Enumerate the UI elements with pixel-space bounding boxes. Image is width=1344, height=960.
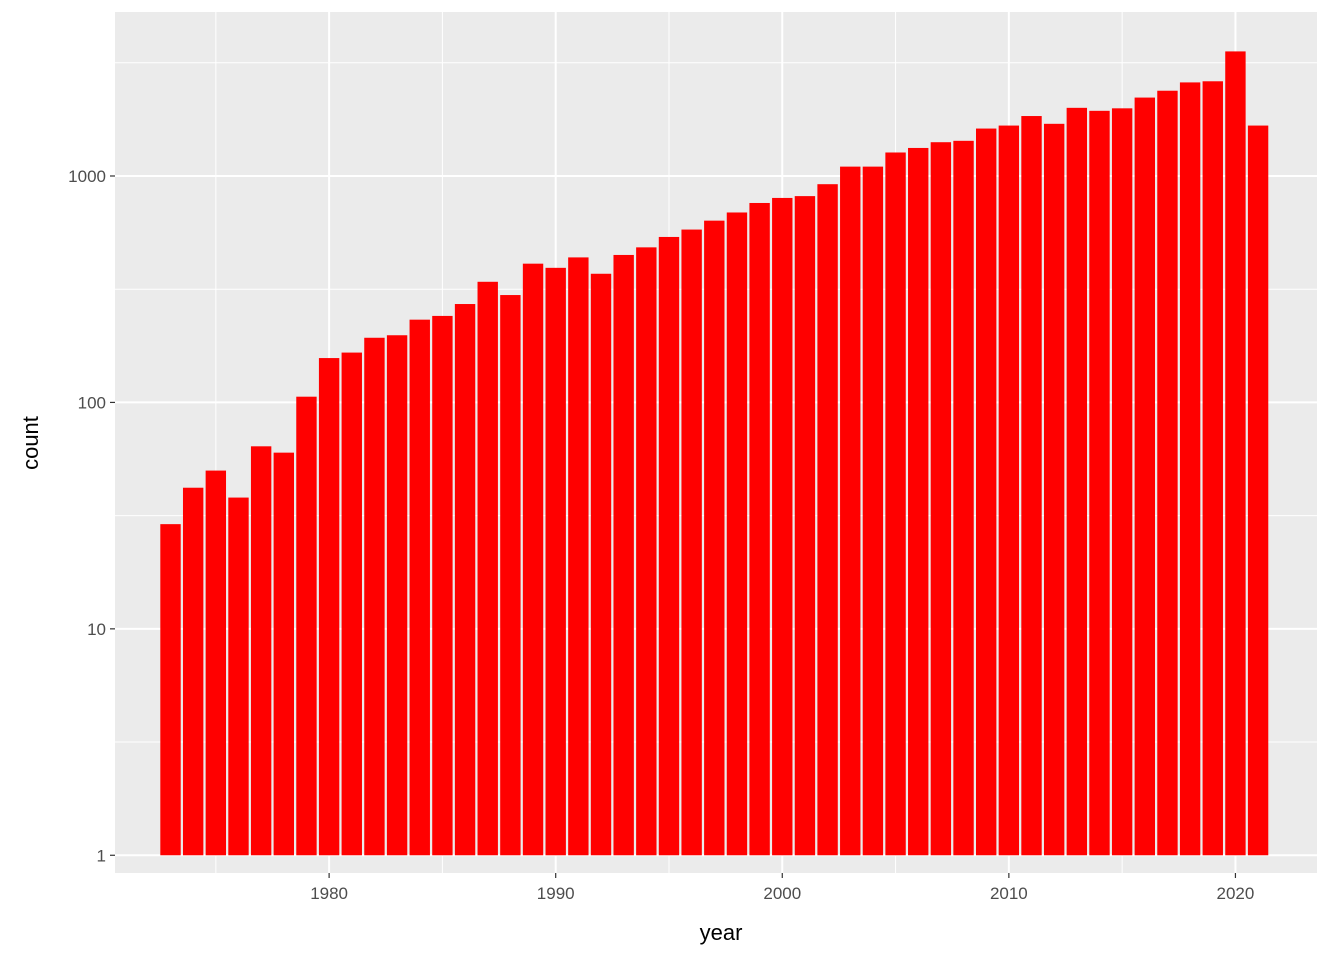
bar [998,125,1020,856]
bar [500,295,521,856]
bar [840,166,861,856]
bar [522,263,544,856]
y-tick-label: 10 [87,620,106,639]
bar [1225,51,1246,856]
bar [318,358,340,856]
bar [1043,123,1065,856]
bar [364,337,385,856]
bar [296,396,317,856]
bar [726,212,748,856]
x-tick-label: 1990 [537,884,575,903]
x-tick-label: 2010 [990,884,1028,903]
bar [568,257,589,856]
bar [681,229,702,856]
bar [1111,108,1133,856]
bar [477,281,498,856]
bar [1179,82,1201,856]
bar [1134,97,1155,856]
bar [908,147,929,856]
bar [1157,90,1178,856]
x-tick-label: 2020 [1217,884,1255,903]
bar [409,319,430,856]
bar [1247,125,1269,856]
x-axis: 1980 1990 2000 2010 2020 [310,873,1254,903]
bar [273,452,294,856]
y-axis: 1 10 100 1000 [68,167,115,865]
bar [545,267,566,856]
bar [772,197,793,856]
bar [704,220,725,856]
bar [862,166,884,856]
bar [341,352,362,856]
bar [658,236,680,856]
bar [930,142,952,856]
bar [953,140,974,856]
y-tick-label: 100 [78,393,106,412]
bar [817,184,838,856]
bar [160,524,181,856]
bar [590,273,612,856]
bar [749,202,770,856]
bar [613,254,634,856]
bar [182,487,204,856]
bars [160,51,1269,856]
bar [1089,110,1110,856]
bar [636,247,657,856]
bar [386,335,408,856]
bar [1202,81,1223,856]
bar [975,128,997,856]
bar [454,304,476,856]
y-axis-title: count [18,416,43,470]
x-axis-title: year [700,920,743,945]
y-tick-label: 1 [97,846,106,865]
x-tick-label: 2000 [763,884,801,903]
y-tick-label: 1000 [68,167,106,186]
x-tick-label: 1980 [310,884,348,903]
bar [432,315,453,856]
bar [250,446,272,856]
bar [1066,107,1088,856]
bar [228,497,249,856]
bar [794,196,816,856]
bar [205,470,227,856]
bar [885,152,906,856]
bar [1021,116,1042,856]
